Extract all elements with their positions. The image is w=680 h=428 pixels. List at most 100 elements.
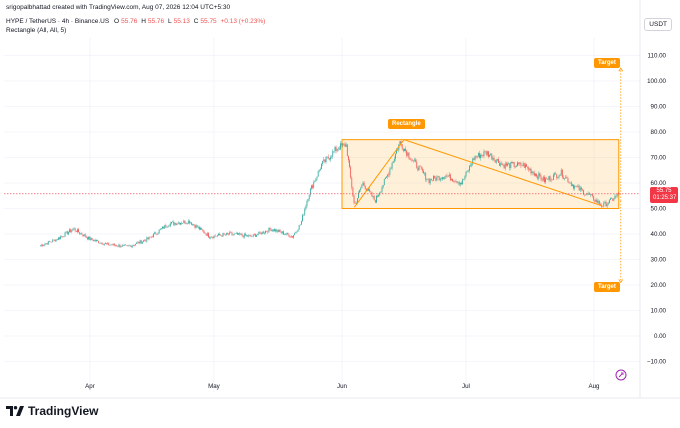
candle-body — [253, 234, 255, 235]
currency-button[interactable]: USDT — [644, 18, 672, 31]
candle-body — [100, 242, 102, 244]
candle-body — [224, 234, 226, 235]
candle-body — [233, 233, 235, 235]
candle-body — [467, 170, 469, 172]
target-down-label[interactable]: Target — [594, 282, 620, 292]
target-lines[interactable] — [618, 67, 624, 284]
candle-body — [517, 162, 518, 166]
target-arrowhead — [618, 279, 624, 284]
candle-body — [368, 189, 369, 191]
candle-body — [336, 149, 338, 151]
candle-body — [175, 223, 177, 225]
candle-body — [483, 151, 485, 156]
candle-body — [489, 155, 490, 157]
candle-body — [419, 166, 421, 167]
candle-body — [46, 243, 48, 245]
candle-body — [354, 202, 356, 204]
candle-body — [457, 182, 459, 184]
candle-body — [444, 177, 446, 179]
candle-body — [88, 236, 89, 240]
candle-body — [615, 195, 617, 197]
candle-body — [360, 188, 362, 191]
rectangle-label[interactable]: Rectangle — [388, 119, 425, 129]
candle-body — [365, 189, 367, 191]
candle-body — [578, 185, 580, 191]
candle-body — [611, 198, 613, 199]
x-tick-label: Aug — [588, 383, 600, 390]
candle-body — [361, 185, 363, 189]
candle-body — [496, 159, 498, 161]
candle-body — [332, 151, 334, 157]
candle-body — [98, 240, 100, 244]
candle-body — [342, 143, 344, 146]
candle-body — [56, 239, 58, 240]
y-tick-label: 80.00 — [651, 129, 667, 136]
last-price-tag: 55.75 01:25:37 — [650, 186, 678, 203]
candle-body — [238, 233, 240, 235]
y-tick-label: 10.00 — [651, 308, 667, 315]
price-axis[interactable]: −10.00 0.00 10.00 20.00 30.00 40.00 50.00 60.00… — [647, 53, 667, 366]
candle-body — [592, 194, 593, 196]
candle-body — [479, 153, 480, 159]
candle-body — [400, 141, 402, 145]
candle-body — [550, 179, 552, 181]
replay-icon[interactable] — [615, 369, 627, 381]
candle-body — [327, 156, 329, 159]
candle-body — [488, 151, 489, 157]
candle-body — [440, 178, 442, 180]
candle-body — [159, 229, 161, 230]
symbol-title[interactable]: HYPE / TetherUS · 4h · Binance.US — [6, 18, 110, 25]
candle-body — [143, 240, 144, 242]
candle-body — [508, 163, 509, 164]
candle-body — [452, 179, 453, 182]
candle-body — [256, 235, 257, 237]
tradingview-logo-icon — [6, 406, 24, 416]
candle-body — [333, 150, 335, 152]
candle-body — [362, 182, 364, 186]
candle-body — [164, 225, 166, 229]
x-tick-label: May — [208, 383, 221, 390]
candle-body — [259, 231, 261, 233]
candle-body — [150, 236, 152, 238]
candle-body — [206, 233, 208, 236]
rectangle-pattern[interactable] — [341, 139, 620, 209]
time-axis[interactable]: Apr May Jun Jul Aug — [85, 383, 600, 390]
candle-body — [518, 162, 520, 164]
wedge-lines[interactable] — [353, 139, 603, 208]
candle-body — [298, 225, 300, 230]
candle-body — [356, 198, 358, 203]
candle-body — [466, 170, 468, 172]
candle-body — [169, 223, 171, 226]
candle-body — [232, 234, 234, 235]
candle-body — [378, 194, 380, 197]
candle-body — [490, 153, 492, 156]
candle-body — [87, 237, 88, 240]
candle-body — [182, 222, 184, 224]
indicator-legend[interactable]: Rectangle (All, All, 5) — [6, 27, 67, 34]
candle-body — [203, 230, 205, 234]
candle-body — [187, 220, 189, 224]
candle-body — [144, 240, 145, 241]
symbol-legend[interactable]: HYPE / TetherUS · 4h · Binance.US O 55.76… — [6, 18, 267, 25]
candle-body — [215, 236, 217, 237]
candle-body — [108, 242, 110, 246]
candle-body — [166, 226, 168, 228]
candle-body — [405, 148, 406, 151]
candle-body — [596, 199, 598, 203]
tradingview-logo[interactable]: TradingView — [6, 404, 98, 418]
candle-body — [404, 148, 405, 151]
candle-body — [283, 231, 284, 235]
candle-body — [491, 153, 493, 160]
candle-body — [173, 221, 175, 225]
candle-body — [568, 182, 570, 183]
candle-body — [285, 234, 287, 235]
candle-body — [348, 156, 349, 161]
target-up-label[interactable]: Target — [594, 58, 620, 68]
candle-body — [461, 182, 462, 185]
candle-body — [186, 223, 188, 224]
candle-body — [65, 231, 67, 233]
candle-body — [243, 233, 245, 238]
candle-body — [287, 232, 289, 235]
candle-body — [120, 246, 122, 248]
